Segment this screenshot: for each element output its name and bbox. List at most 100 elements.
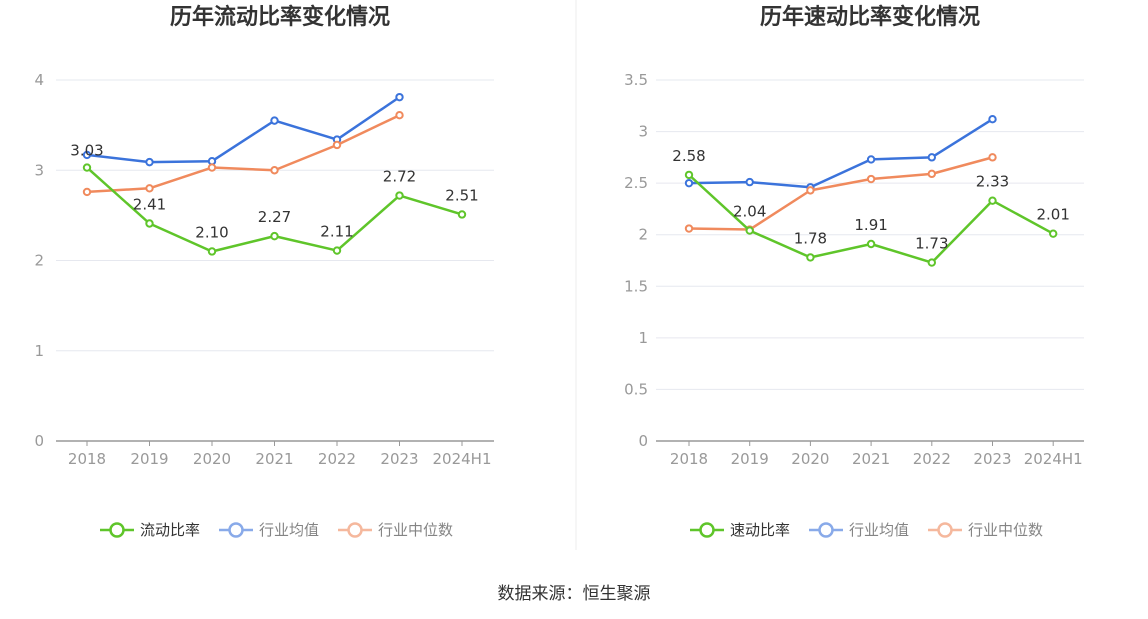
data-point-industry_avg [684, 178, 694, 188]
x-tick-label: 2018 [68, 450, 106, 468]
legend-marker [347, 522, 363, 538]
x-tick-label: 2020 [791, 450, 829, 468]
y-tick-label: 4 [34, 71, 44, 89]
data-point-company [145, 219, 154, 228]
data-point-company [806, 253, 815, 262]
legend-label: 行业中位数 [968, 521, 1043, 539]
legend-item-company[interactable]: 流动比率 [100, 521, 200, 539]
legend-item-industry_avg[interactable]: 行业均值 [809, 521, 909, 539]
y-tick-label: 1 [34, 342, 44, 360]
data-point-company [684, 170, 694, 180]
data-label: 2.72 [383, 168, 416, 186]
x-tick-label: 2022 [318, 450, 356, 468]
data-point-industry_avg [927, 153, 936, 162]
data-point-industry_median [684, 224, 694, 233]
data-label: 2.33 [976, 173, 1009, 191]
data-point-industry_avg [270, 116, 279, 125]
data-point-industry_median [270, 166, 279, 175]
x-tick-label: 2023 [380, 450, 418, 468]
chart-title: 历年速动比率变化情况 [760, 4, 980, 30]
y-tick-label: 0.5 [624, 380, 648, 398]
data-point-company [82, 163, 92, 172]
data-label: 1.91 [854, 216, 887, 234]
legend-marker [818, 522, 834, 538]
data-point-industry_median [988, 153, 997, 162]
y-tick-label: 0 [638, 432, 648, 450]
data-point-industry_avg [145, 157, 154, 167]
x-tick-label: 2021 [852, 450, 890, 468]
legend-item-industry_median[interactable]: 行业中位数 [338, 521, 453, 539]
legend-label: 行业中位数 [378, 521, 453, 539]
legend-label: 流动比率 [140, 521, 200, 539]
data-point-industry_median [332, 140, 342, 150]
data-label: 2.10 [195, 223, 228, 241]
y-tick-label: 1 [638, 329, 648, 347]
y-tick-label: 2 [638, 226, 648, 244]
data-point-company [270, 231, 279, 241]
x-tick-label: 2023 [973, 450, 1011, 468]
x-tick-label: 2024H1 [433, 450, 492, 468]
data-label: 2.04 [733, 203, 766, 221]
current-ratio-chart: 历年流动比率变化情况 0 1 2 3 4 2018 2019 2020 2021 2022 2023 2… [34, 4, 494, 539]
series-line-industry_median [688, 156, 993, 231]
legend-label: 行业均值 [849, 521, 909, 539]
data-point-company [866, 239, 876, 249]
quick-ratio-chart: 历年速动比率变化情况 0 0.5 1 1.5 2 2.5 3 3.5 2018 2019 2020 20… [624, 4, 1084, 539]
data-point-industry_avg [395, 92, 404, 102]
data-point-company [988, 196, 997, 205]
data-point-industry_median [207, 163, 217, 172]
x-tick-label: 2022 [913, 450, 951, 468]
data-point-industry_avg [745, 177, 754, 187]
legend-item-company[interactable]: 速动比率 [690, 521, 790, 539]
data-point-company [745, 226, 754, 235]
data-point-company [927, 258, 936, 267]
data-point-industry_median [145, 184, 154, 193]
legend-marker [937, 522, 953, 538]
data-label: 2.01 [1036, 206, 1069, 224]
data-label: 2.27 [258, 208, 291, 226]
y-tick-label: 0 [34, 432, 44, 450]
data-label: 2.11 [320, 223, 353, 241]
data-point-industry_median [806, 186, 815, 195]
legend-marker [109, 522, 125, 538]
series-line-industry_avg [86, 96, 401, 164]
data-point-company [395, 191, 404, 200]
data-source-label: 数据来源：恒生聚源 [498, 584, 651, 604]
series-line-industry_median [86, 114, 401, 194]
data-label: 2.41 [133, 195, 166, 213]
x-tick-label: 2021 [255, 450, 293, 468]
y-tick-label: 1.5 [624, 277, 648, 295]
data-point-industry_median [927, 169, 936, 179]
data-point-industry_avg [82, 150, 92, 160]
legend-marker [699, 522, 715, 538]
x-tick-label: 2018 [670, 450, 708, 468]
y-tick-label: 2 [34, 252, 44, 270]
data-point-company [332, 246, 342, 255]
data-point-industry_median [82, 187, 92, 197]
data-label: 2.51 [445, 186, 478, 204]
data-label: 1.73 [915, 235, 948, 253]
data-label: 1.78 [794, 229, 827, 247]
legend-label: 行业均值 [259, 521, 319, 539]
legend-label: 速动比率 [730, 521, 790, 539]
data-point-industry_median [866, 174, 876, 184]
legend-item-industry_median[interactable]: 行业中位数 [928, 521, 1043, 539]
data-point-company [1049, 229, 1058, 238]
legend-item-industry_avg[interactable]: 行业均值 [219, 521, 319, 539]
data-point-company [207, 247, 217, 256]
legend-marker [228, 522, 244, 538]
x-tick-label: 2024H1 [1024, 450, 1083, 468]
y-tick-label: 2.5 [624, 174, 648, 192]
x-tick-label: 2020 [193, 450, 231, 468]
y-tick-label: 3 [34, 161, 44, 179]
data-label: 3.03 [70, 142, 103, 160]
data-point-industry_median [395, 110, 404, 120]
x-tick-label: 2019 [731, 450, 769, 468]
y-tick-label: 3 [638, 123, 648, 141]
data-point-company [457, 210, 467, 219]
data-point-industry_avg [988, 114, 997, 124]
x-tick-label: 2019 [130, 450, 168, 468]
data-label: 2.58 [672, 147, 705, 165]
series-line-industry_avg [688, 118, 994, 189]
